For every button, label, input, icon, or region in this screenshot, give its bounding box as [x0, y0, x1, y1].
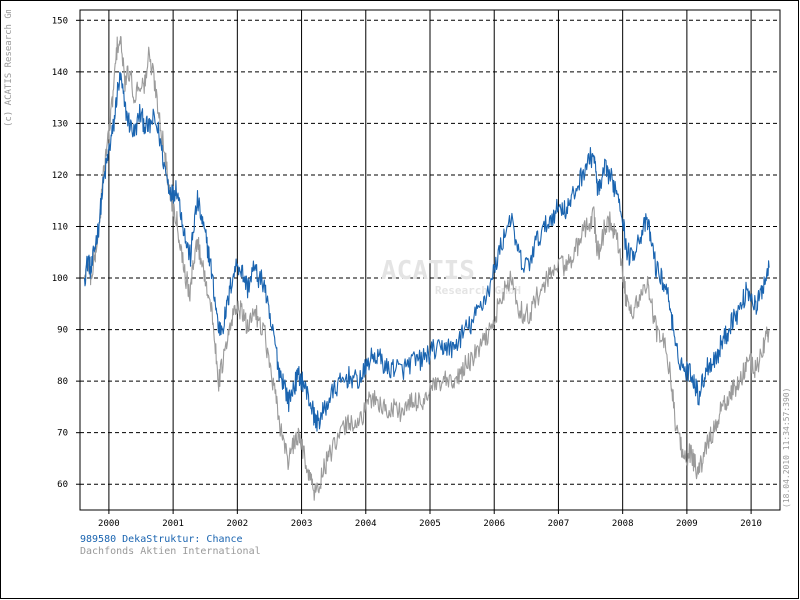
x-tick-label: 2007 [548, 519, 570, 529]
legend-item-fund: 989580 DekaStruktur: Chance [80, 534, 243, 545]
series-line-benchmark [83, 36, 770, 501]
y-tick-label: 150 [52, 16, 68, 26]
x-tick-label: 2002 [226, 519, 248, 529]
series-line-fund [83, 71, 770, 432]
x-tick-label: 2010 [740, 519, 762, 529]
watermark-sub: Research GmbH [435, 284, 521, 297]
y-tick-label: 120 [52, 171, 68, 181]
timestamp: (18.04.2010 11:34:57:390) [782, 388, 791, 508]
y-tick-label: 100 [52, 274, 68, 284]
series-layer [83, 36, 770, 501]
gridlines [80, 10, 780, 510]
x-axis: 2000 2001 2002 2003 2004 2005 2006 2007 2008 2009… [98, 510, 762, 529]
y-tick-label: 70 [57, 429, 68, 439]
watermark: ACATIS Research GmbH [381, 256, 521, 297]
x-tick-label: 2009 [676, 519, 698, 529]
x-tick-label: 2005 [419, 519, 441, 529]
x-tick-label: 2003 [291, 519, 313, 529]
x-tick-label: 2004 [355, 519, 377, 529]
x-tick-label: 2000 [98, 519, 120, 529]
y-tick-label: 130 [52, 119, 68, 129]
x-tick-label: 2008 [612, 519, 634, 529]
y-tick-label: 80 [57, 377, 68, 387]
copyright-text: (c) ACATIS Research GmbH [4, 10, 14, 127]
legend-item-benchmark: Dachfonds Aktien International [80, 546, 261, 557]
y-tick-label: 60 [57, 480, 68, 490]
watermark-main: ACATIS [381, 256, 475, 286]
y-axis: 60 70 80 90 100 110 120 130 140 150 [52, 16, 80, 490]
x-tick-label: 2006 [483, 519, 505, 529]
x-tick-label: 2001 [162, 519, 184, 529]
y-tick-label: 140 [52, 68, 68, 78]
y-tick-label: 110 [52, 222, 68, 232]
y-tick-label: 90 [57, 326, 68, 336]
copyright-label: (c) ACATIS Research GmbH [4, 10, 14, 127]
